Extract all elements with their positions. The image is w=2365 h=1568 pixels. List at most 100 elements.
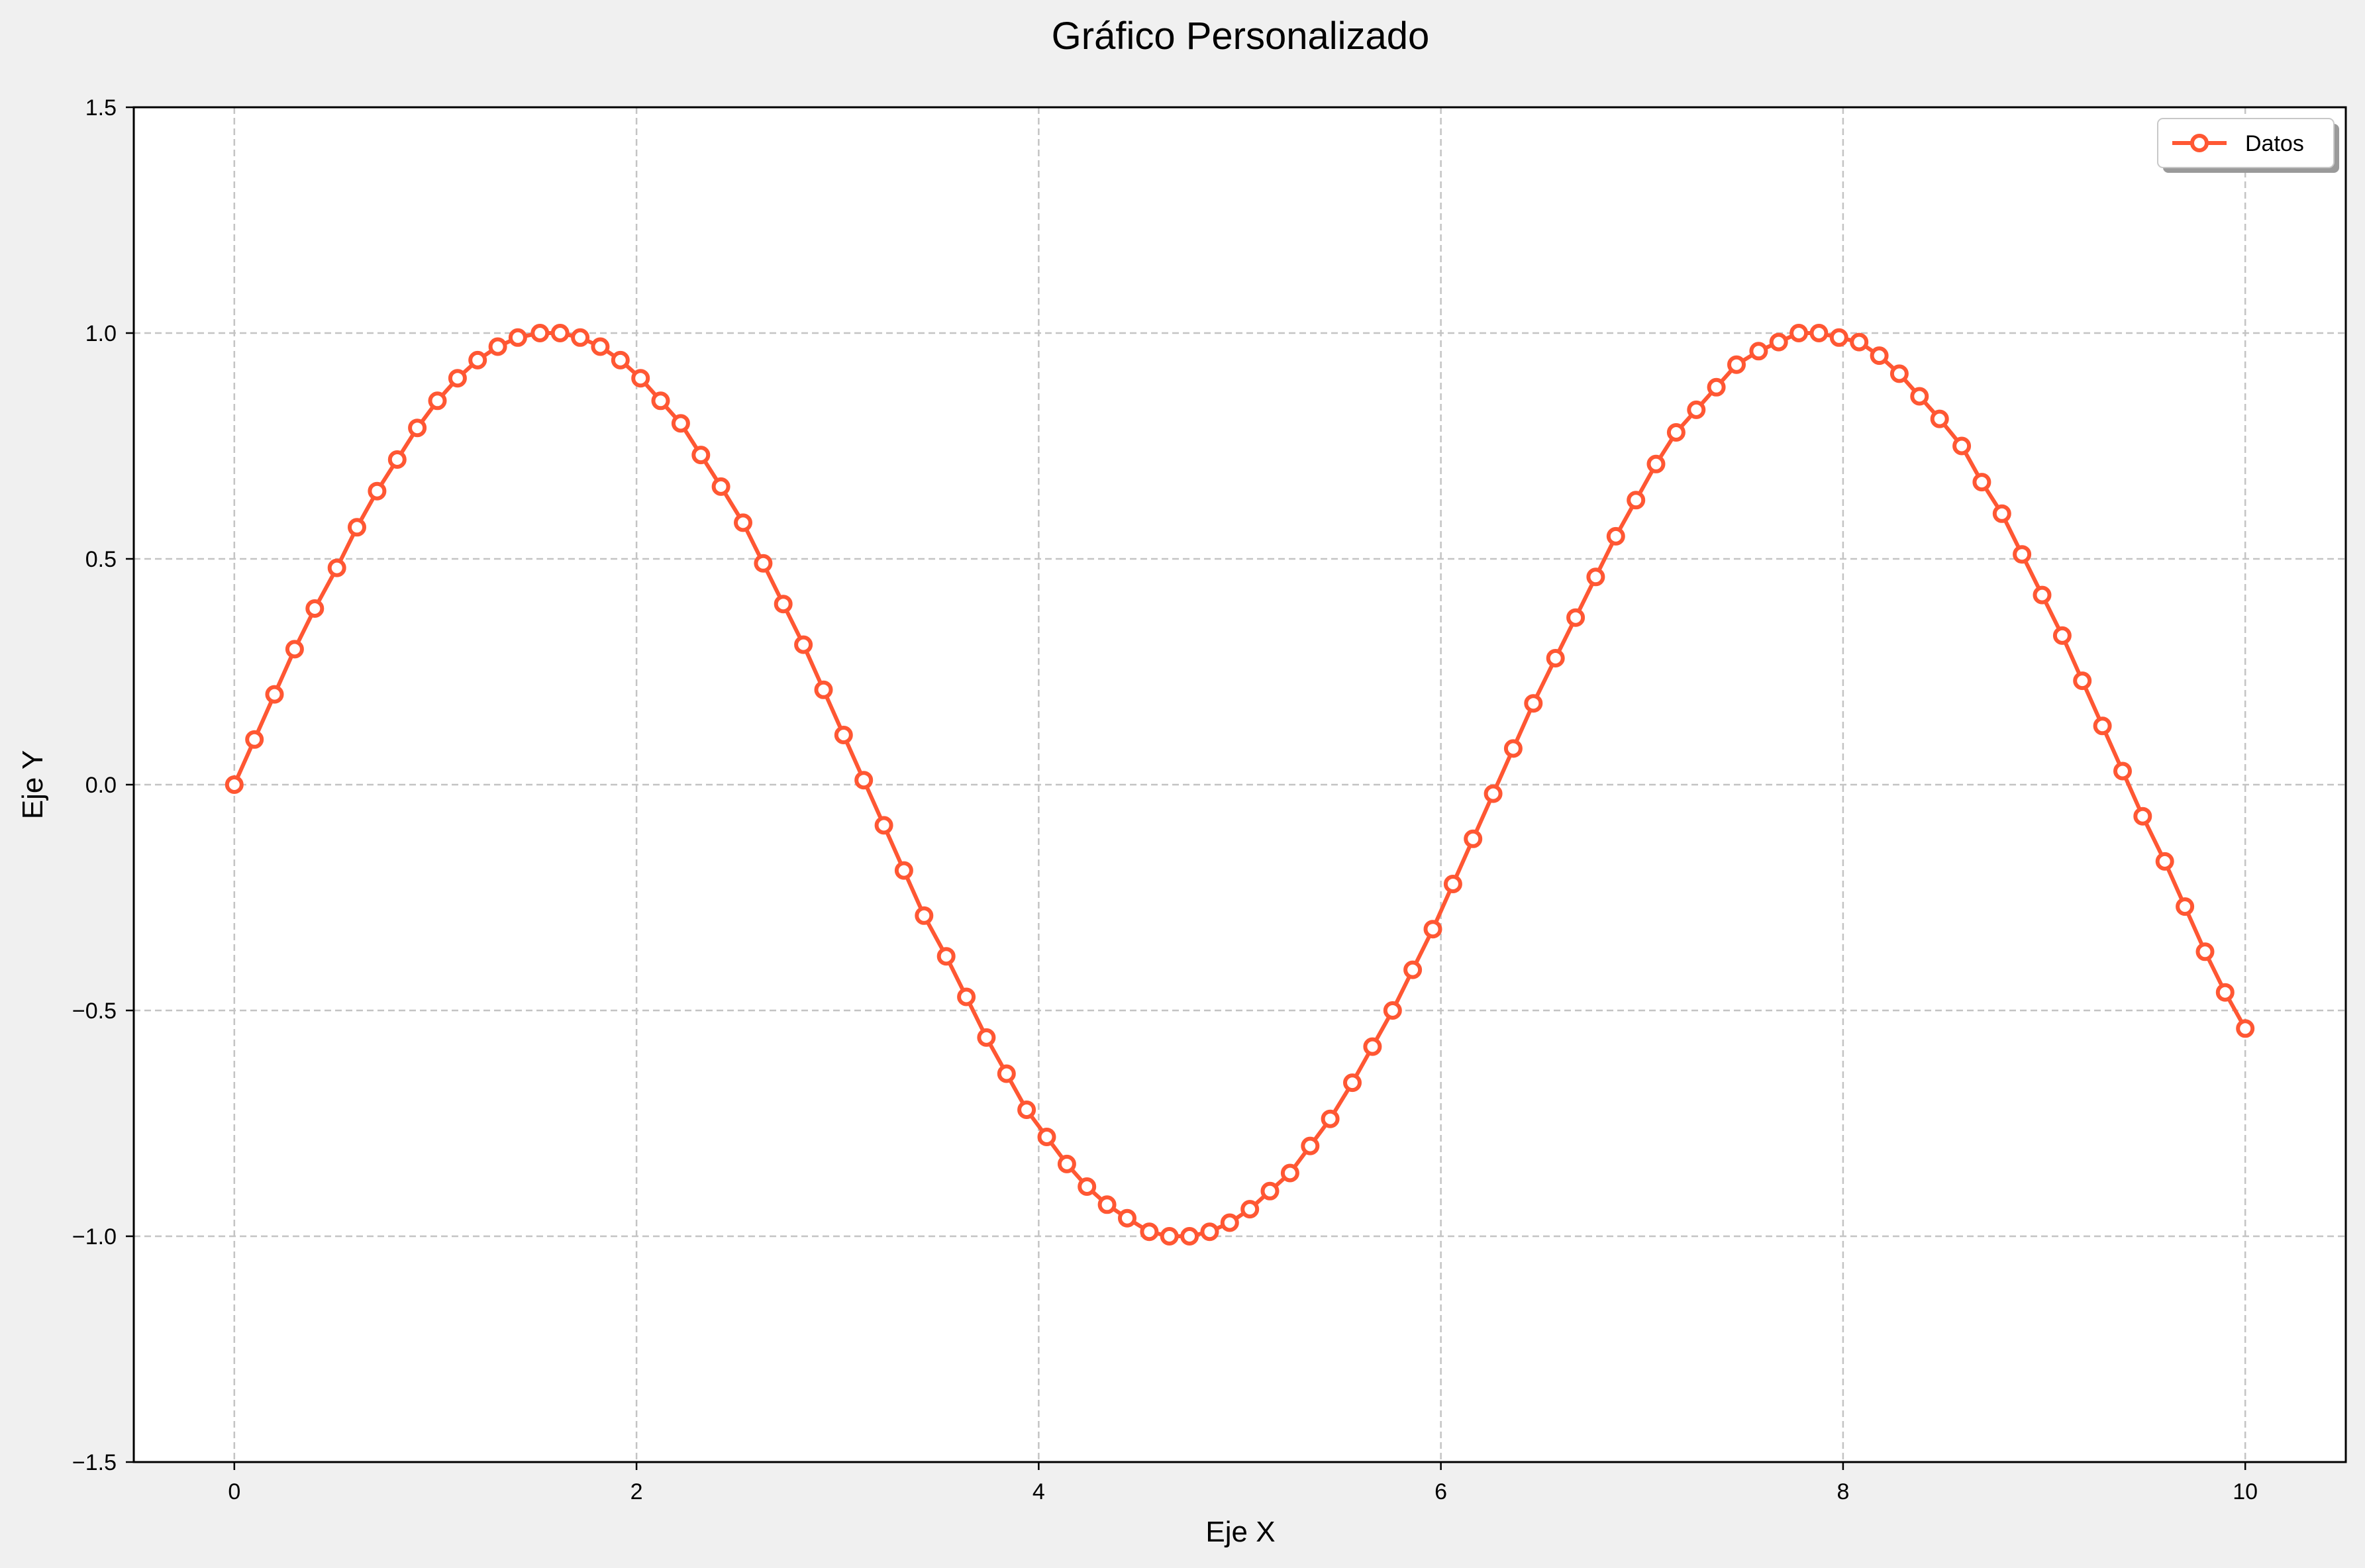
data-point: [1687, 400, 1706, 419]
data-point: [468, 350, 487, 369]
x-tick-label: 4: [1032, 1479, 1045, 1504]
legend-box: [2157, 118, 2335, 168]
data-point: [1829, 328, 1848, 347]
data-point: [1503, 739, 1523, 758]
data-point: [734, 513, 752, 532]
y-tick-label: 0.5: [85, 547, 117, 572]
data-point: [1524, 694, 1543, 713]
data-point: [2155, 852, 2174, 871]
data-point: [2033, 585, 2052, 605]
data-point: [1930, 409, 1949, 428]
data-point: [631, 369, 650, 388]
data-point: [2073, 671, 2092, 691]
data-point: [915, 906, 934, 925]
data-point: [997, 1064, 1016, 1083]
data-point: [1383, 1001, 1402, 1020]
data-point: [2093, 716, 2112, 736]
x-tick-label: 6: [1434, 1479, 1447, 1504]
data-point: [894, 861, 913, 880]
legend-label: Datos: [2245, 131, 2304, 156]
data-point: [1220, 1213, 1239, 1232]
data-point: [1727, 355, 1746, 374]
data-point: [327, 558, 346, 577]
data-point: [408, 418, 427, 438]
data-point: [488, 337, 507, 356]
data-point: [1707, 377, 1726, 397]
data-point: [1546, 649, 1565, 667]
data-point: [1301, 1136, 1320, 1155]
data-point: [550, 324, 570, 342]
data-point: [265, 685, 284, 704]
data-point: [977, 1028, 996, 1047]
data-point: [1200, 1222, 1219, 1242]
data-point: [1606, 526, 1625, 546]
data-point: [814, 680, 833, 699]
data-point: [671, 414, 690, 433]
axis-ticks: 0 2 4 6 8 10 −1.5 −1.0 −0.5 0.0 0.5 1.0 1.5: [72, 95, 2258, 1504]
data-point: [387, 450, 407, 469]
data-point: [794, 635, 813, 654]
data-point: [1809, 324, 1829, 342]
data-point: [225, 775, 244, 794]
chart-title: Gráfico Personalizado: [1052, 15, 1430, 58]
data-point: [1627, 491, 1646, 510]
data-point: [1140, 1222, 1159, 1242]
y-tick-label: −1.5: [72, 1450, 117, 1475]
x-tick-label: 8: [1837, 1479, 1849, 1504]
data-point: [1078, 1177, 1097, 1196]
data-point: [1321, 1109, 1340, 1128]
data-point: [1160, 1227, 1179, 1246]
data-point: [1789, 324, 1809, 342]
data-point: [2052, 626, 2072, 645]
data-point: [1260, 1181, 1280, 1200]
data-point: [1666, 423, 1686, 442]
data-point: [754, 554, 773, 573]
y-tick-label: −0.5: [72, 999, 117, 1024]
data-point: [774, 595, 793, 614]
data-point: [1566, 608, 1585, 627]
data-point: [1280, 1163, 1299, 1183]
data-point: [1423, 920, 1442, 939]
y-tick-label: −1.0: [72, 1224, 117, 1250]
data-point: [1992, 504, 2011, 523]
data-point: [854, 771, 874, 790]
data-point: [1646, 454, 1666, 473]
y-tick-label: 1.5: [85, 95, 117, 121]
data-point: [2176, 897, 2195, 916]
series-layer: [225, 324, 2255, 1246]
data-point: [834, 726, 853, 744]
data-point: [1484, 784, 1503, 803]
x-tick-label: 10: [2233, 1479, 2258, 1504]
data-point: [1952, 436, 1972, 456]
legend-marker: [2190, 134, 2209, 152]
data-point: [1889, 364, 1909, 383]
data-point: [874, 816, 893, 835]
data-point: [1464, 829, 1483, 848]
data-point: [611, 350, 630, 369]
data-point: [1240, 1200, 1260, 1219]
data-point: [591, 337, 610, 356]
data-point: [1769, 332, 1788, 352]
data-point: [1870, 346, 1889, 366]
x-tick-label: 2: [630, 1479, 643, 1504]
data-point: [2113, 761, 2132, 781]
data-point: [1180, 1227, 1199, 1246]
data-point: [2013, 545, 2032, 564]
data-point: [711, 477, 730, 496]
data-point: [957, 987, 976, 1006]
data-point: [1749, 342, 1768, 361]
data-point: [1017, 1101, 1036, 1119]
data-point: [448, 369, 467, 388]
data-point: [571, 328, 590, 347]
data-point: [651, 391, 670, 411]
data-point: [2236, 1019, 2255, 1038]
data-point: [508, 328, 527, 347]
data-point: [1403, 960, 1423, 979]
data-point: [1097, 1195, 1117, 1214]
data-point: [1910, 387, 1929, 406]
data-point: [305, 599, 325, 618]
x-tick-label: 0: [228, 1479, 240, 1504]
x-axis-title: Eje X: [1205, 1516, 1275, 1548]
